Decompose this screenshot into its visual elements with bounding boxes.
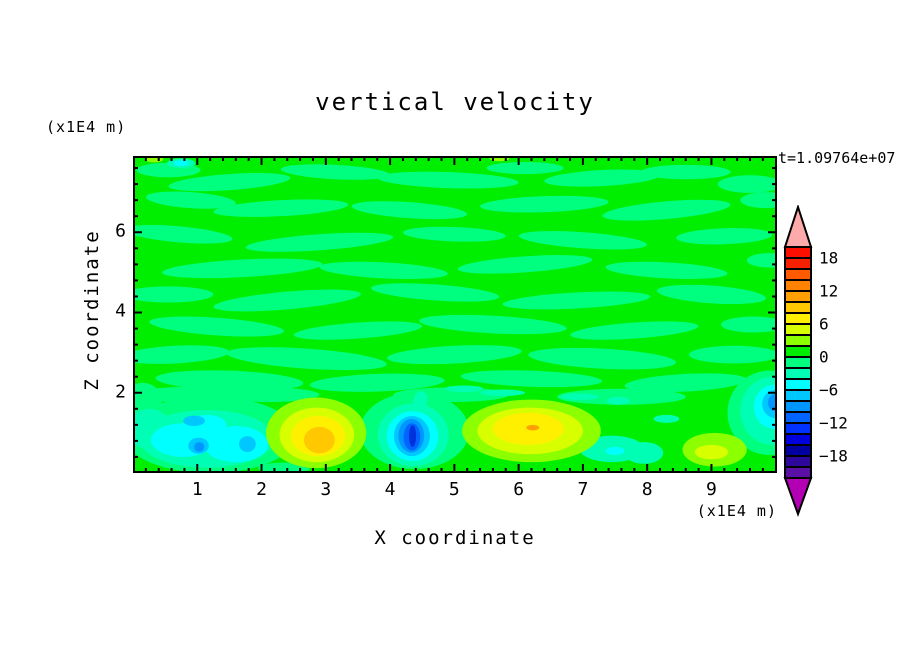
colorbar-label: 12: [819, 281, 839, 301]
x-tick-label: 7: [577, 479, 589, 500]
colorbar-label: 6: [819, 314, 829, 334]
z-tick-label: 4: [115, 300, 126, 322]
colorbar-label: 0: [819, 347, 829, 367]
x-tick-label: 4: [384, 479, 396, 500]
z-tick-label: 6: [115, 220, 126, 242]
x-tick-label: 8: [641, 479, 653, 500]
time-annotation: t=1.09764e+07: [778, 149, 896, 167]
x-tick-label: 5: [448, 479, 460, 500]
colorbar-label: −18: [819, 446, 848, 466]
colorbar-label: −12: [819, 413, 848, 433]
x-tick-label: 2: [256, 479, 267, 500]
z-tick-label: 2: [115, 381, 126, 403]
contour-plot: [133, 156, 777, 473]
x-tick-label: 6: [513, 479, 525, 500]
z-axis-unit-label: (x1E4 m): [46, 118, 127, 136]
x-axis-title: X coordinate: [374, 527, 536, 549]
colorbar-label: 18: [819, 248, 839, 268]
colorbar-label: −6: [819, 380, 839, 400]
colorbar: [783, 205, 813, 517]
x-axis-unit-label: (x1E4 m): [696, 502, 777, 520]
x-tick-label: 3: [320, 479, 332, 500]
plot-title: vertical velocity: [315, 88, 595, 116]
contour-field: [133, 156, 777, 473]
x-tick-label: 9: [706, 479, 717, 500]
x-tick-label: 1: [191, 479, 203, 500]
